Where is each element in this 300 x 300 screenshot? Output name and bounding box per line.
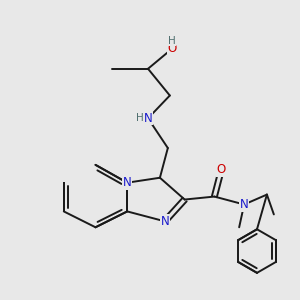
Text: N: N <box>123 176 132 189</box>
Text: H: H <box>168 36 176 46</box>
Text: N: N <box>144 112 152 125</box>
Text: N: N <box>240 198 248 211</box>
Text: O: O <box>167 42 176 56</box>
Text: N: N <box>160 215 169 228</box>
Text: H: H <box>136 113 144 123</box>
Text: O: O <box>217 163 226 176</box>
